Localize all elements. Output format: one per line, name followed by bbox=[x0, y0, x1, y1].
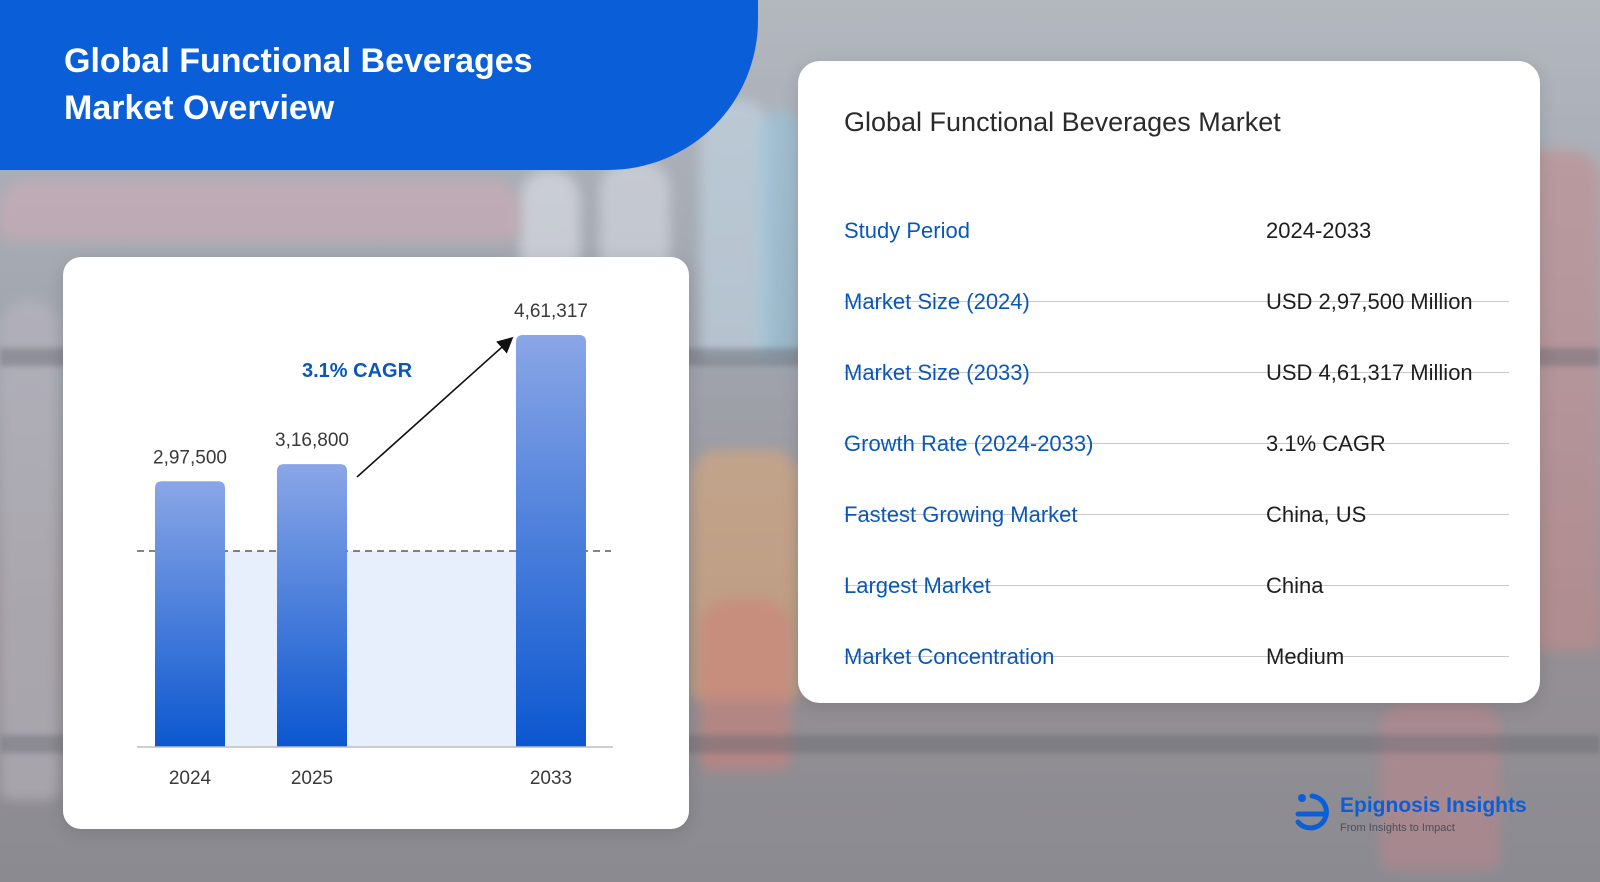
header-banner: Global Functional Beverages Market Overv… bbox=[0, 0, 758, 170]
info-table: Study Period 2024-2033 Market Size (2024… bbox=[844, 218, 1509, 727]
info-row-growth-rate: Growth Rate (2024-2033) 3.1% CAGR bbox=[844, 431, 1509, 515]
info-row-largest-market: Largest Market China bbox=[844, 573, 1509, 657]
data-label-2033: 4,61,317 bbox=[514, 301, 588, 322]
info-value: China bbox=[1266, 573, 1324, 598]
info-card-title: Global Functional Beverages Market bbox=[844, 107, 1281, 137]
info-label: Market Concentration bbox=[844, 644, 1055, 669]
info-value: 3.1% CAGR bbox=[1266, 431, 1386, 456]
brand-e-icon bbox=[1295, 793, 1329, 831]
info-row-study-period: Study Period 2024-2033 bbox=[844, 218, 1509, 302]
cagr-arrow bbox=[356, 336, 514, 478]
x-tick-label-2024: 2024 bbox=[169, 768, 212, 789]
info-label: Market Size (2033) bbox=[844, 360, 1030, 385]
info-label: Market Size (2024) bbox=[844, 289, 1030, 314]
shaded-band bbox=[190, 551, 551, 747]
cagr-annotation: 3.1% CAGR bbox=[302, 360, 413, 382]
data-label-2025: 3,16,800 bbox=[275, 430, 349, 451]
brand-name: Epignosis Insights bbox=[1340, 794, 1527, 817]
bar-chart: 2,97,500 2024 3,16,800 2025 4,61,317 2033 3.1… bbox=[137, 301, 613, 789]
info-label: Growth Rate (2024-2033) bbox=[844, 431, 1094, 456]
info-value: China, US bbox=[1266, 502, 1367, 527]
info-row-fastest-growing: Fastest Growing Market China, US bbox=[844, 502, 1509, 586]
info-row-market-size-2033: Market Size (2033) USD 4,61,317 Million bbox=[844, 360, 1509, 444]
info-value: USD 4,61,317 Million bbox=[1266, 360, 1473, 385]
info-row-market-size-2024: Market Size (2024) USD 2,97,500 Million bbox=[844, 289, 1509, 373]
chart-card: 2,97,500 2024 3,16,800 2025 4,61,317 2033 3.1… bbox=[63, 257, 689, 829]
bar-2025 bbox=[277, 464, 347, 747]
info-value: Medium bbox=[1266, 644, 1345, 669]
market-info-card: Global Functional Beverages Market Study… bbox=[798, 61, 1540, 703]
data-label-2024: 2,97,500 bbox=[153, 447, 227, 468]
brand-logo: Epignosis Insights From Insights to Impa… bbox=[1292, 790, 1552, 840]
info-value: 2024-2033 bbox=[1266, 218, 1372, 243]
info-label: Largest Market bbox=[844, 573, 991, 598]
brand-tagline: From Insights to Impact bbox=[1340, 822, 1455, 834]
x-tick-label-2033: 2033 bbox=[530, 768, 572, 789]
info-label: Study Period bbox=[844, 218, 970, 243]
page-title: Global Functional Beverages Market Overv… bbox=[64, 42, 533, 127]
info-row-concentration: Market Concentration Medium bbox=[844, 644, 1509, 727]
x-tick-label-2025: 2025 bbox=[291, 768, 333, 789]
bar-2024 bbox=[155, 481, 225, 747]
info-value: USD 2,97,500 Million bbox=[1266, 289, 1473, 314]
info-label: Fastest Growing Market bbox=[844, 502, 1078, 527]
bar-2033 bbox=[516, 335, 586, 747]
